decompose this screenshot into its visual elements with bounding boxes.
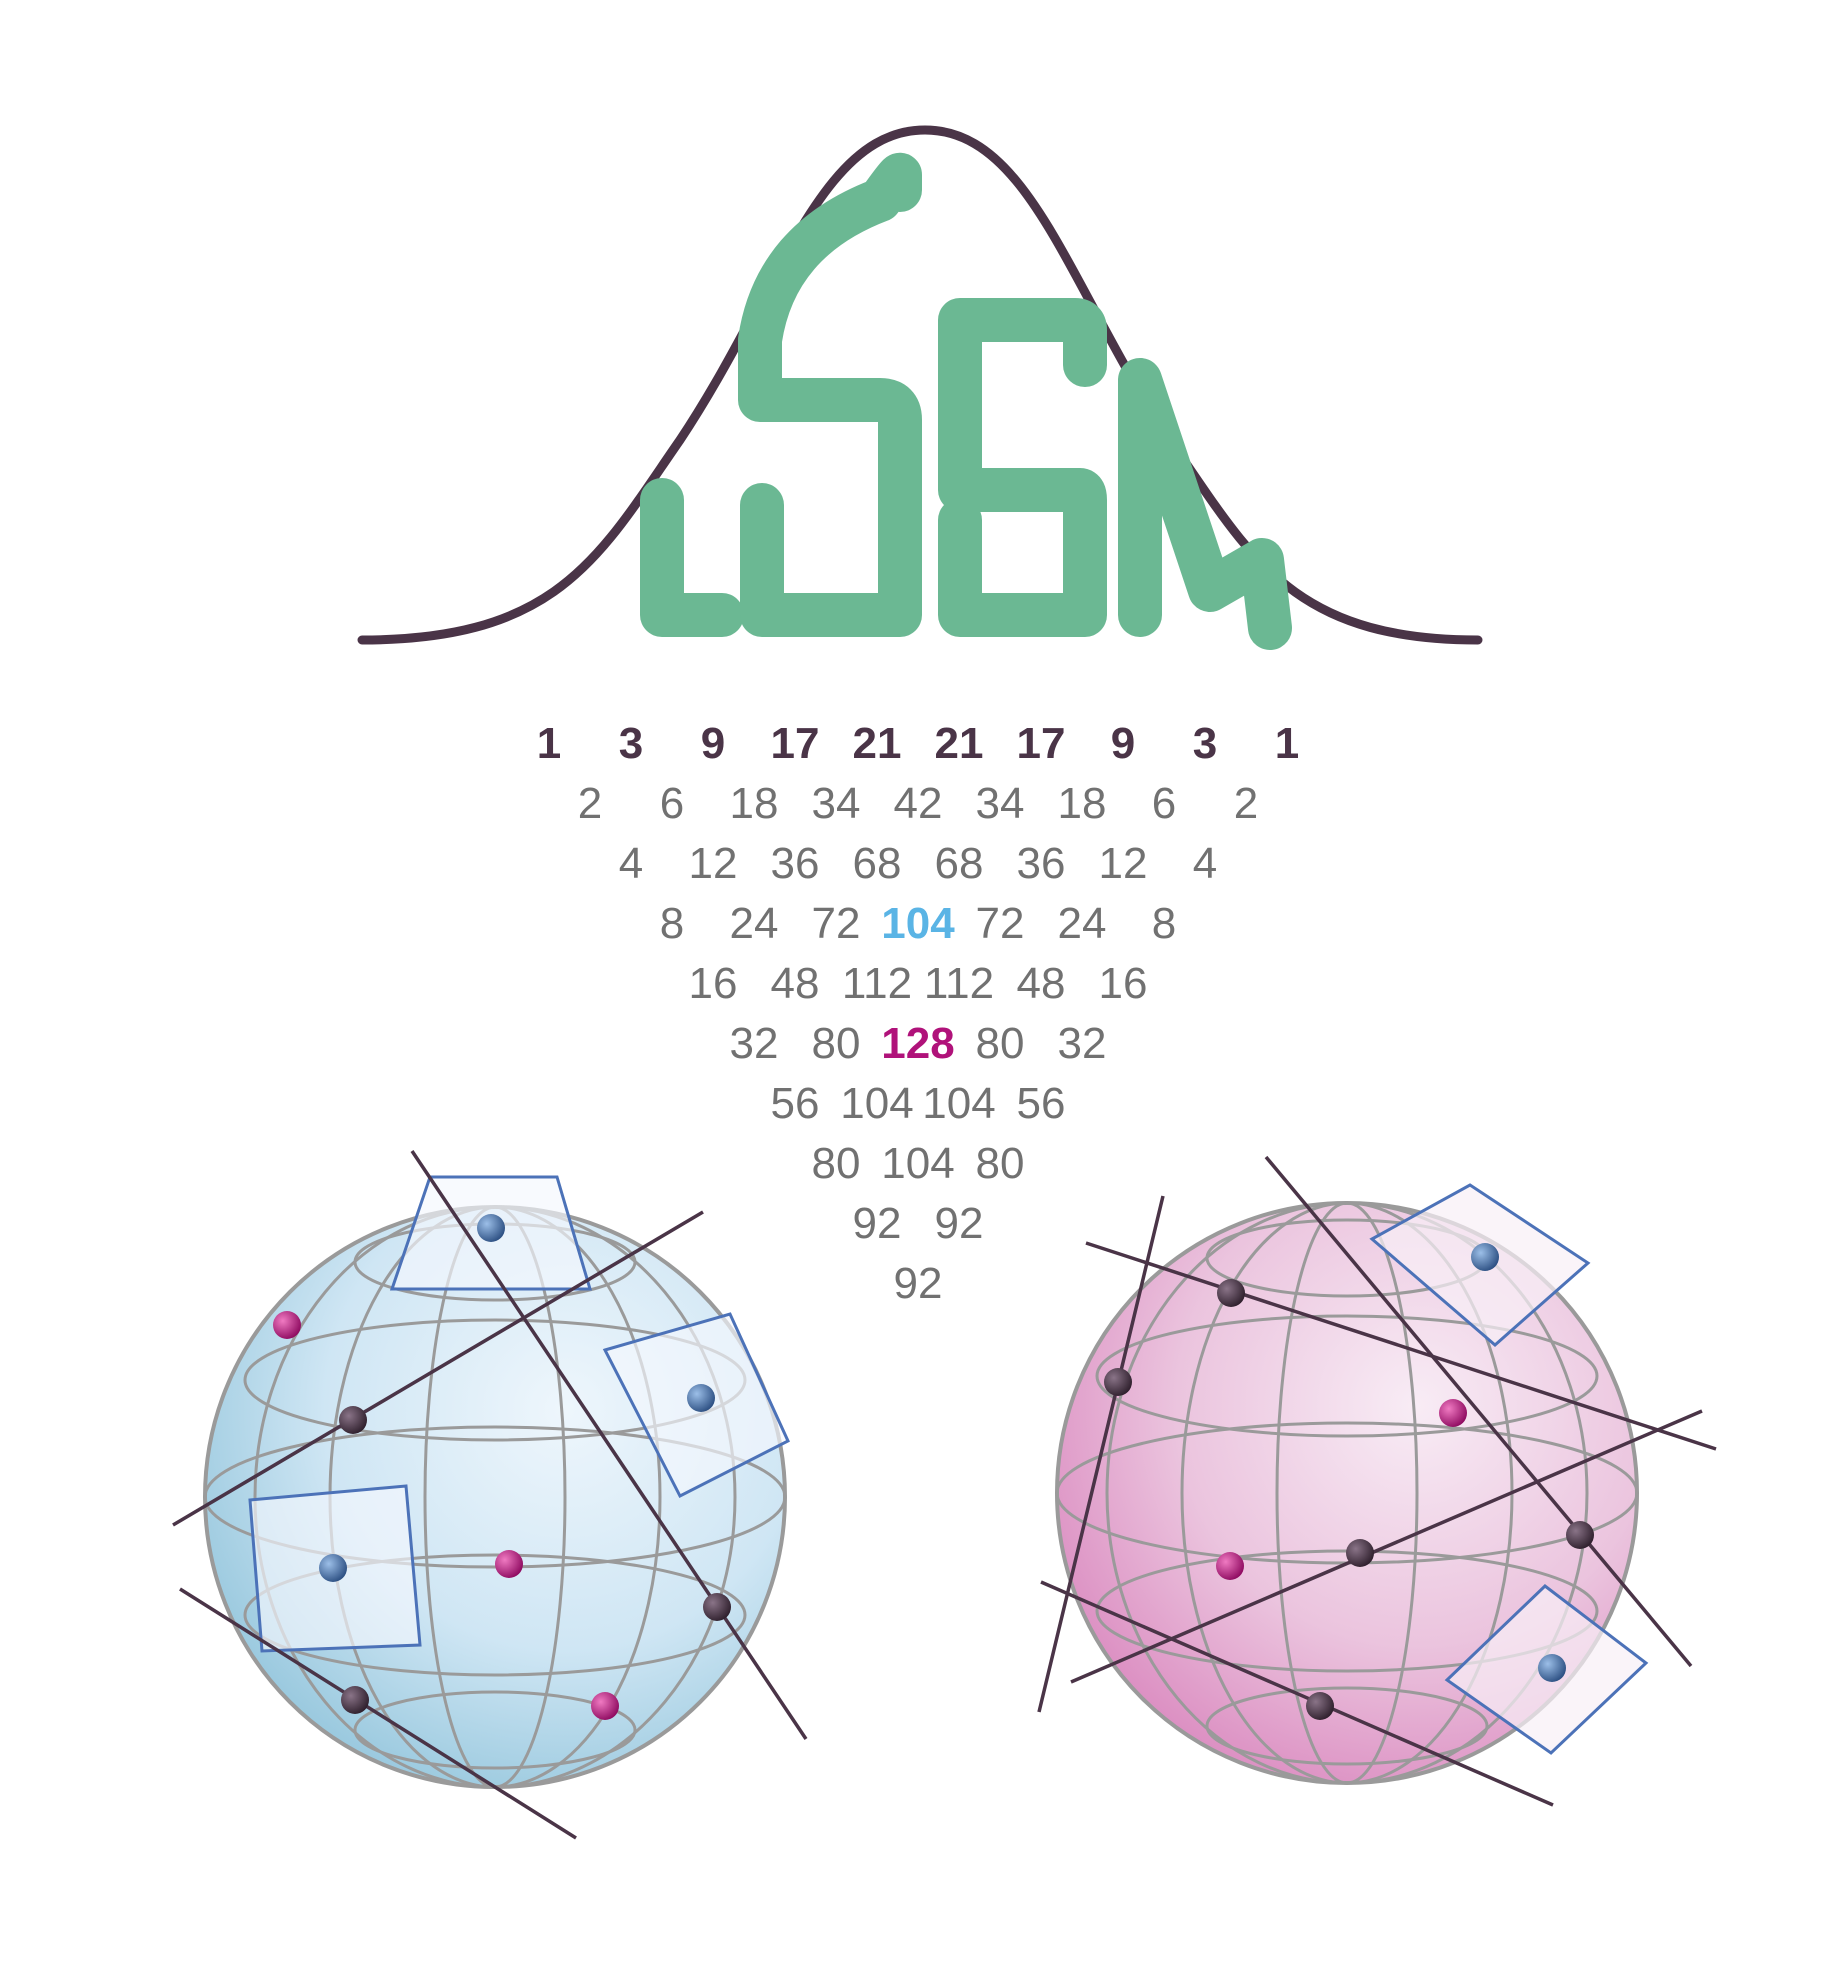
triangle-number: 24 (729, 899, 779, 948)
logo-letters (640, 152, 1292, 650)
triangle-row: 80 104 80 (0, 1136, 1837, 1196)
triangle-number: 80 (975, 1019, 1025, 1068)
triangle-number: 104 (922, 1079, 996, 1128)
triangle-number: 2 (577, 779, 603, 828)
letter-l (640, 478, 744, 637)
triangle-row: 8 24 72 104 72 24 8 (0, 896, 1837, 956)
triangle-number: 36 (770, 839, 820, 888)
bell-curve (357, 125, 1483, 645)
triangle-number: 48 (1016, 959, 1066, 1008)
triangle-number: 80 (975, 1139, 1025, 1188)
triangle-number: 4 (618, 839, 644, 888)
triangle-number: 104 (881, 1139, 955, 1188)
triangle-number: 12 (1098, 839, 1148, 888)
triangle-number: 42 (893, 779, 943, 828)
triangle-number: 104 (840, 1079, 914, 1128)
triangle-number: 92 (934, 1199, 984, 1248)
triangle-row: 16 48 112 112 48 16 (0, 956, 1837, 1016)
pink-sphere (1037, 1155, 1717, 1807)
triangle-number: 56 (1016, 1079, 1066, 1128)
triangle-number: 6 (1151, 779, 1177, 828)
triangle-number: 16 (688, 959, 738, 1008)
triangle-number: 2 (1233, 779, 1259, 828)
triangle-row: 32 80 128 80 32 (0, 1016, 1837, 1076)
triangle-number: 18 (1057, 779, 1107, 828)
pink-sphere-points (1104, 1243, 1594, 1720)
pink-sphere-grid (1055, 1201, 1639, 1785)
triangle-row: 4 12 36 68 68 36 12 4 (0, 836, 1837, 896)
triangle-number: 8 (1151, 899, 1177, 948)
triangle-number: 21 (934, 719, 984, 768)
letter-s-2 (938, 298, 1107, 637)
triangle-number: 9 (700, 719, 726, 768)
triangle-row: 92 92 (0, 1196, 1837, 1256)
triangle-number: 4 (1192, 839, 1218, 888)
triangle-row: 92 (0, 1256, 1837, 1316)
triangle-number: 112 (841, 959, 913, 1008)
triangle-number: 92 (893, 1259, 943, 1308)
number-triangle: 1 3 9 17 21 21 17 9 3 1 2 6 18 34 42 34 18 6 2 4 12 36 68 68 36 1… (0, 716, 1837, 1316)
triangle-number: 48 (770, 959, 820, 1008)
triangle-number: 68 (934, 839, 984, 888)
triangle-number: 34 (975, 779, 1025, 828)
triangle-row: 56 104 104 56 (0, 1076, 1837, 1136)
triangle-number: 8 (659, 899, 685, 948)
triangle-number: 24 (1057, 899, 1107, 948)
triangle-number: 18 (729, 779, 779, 828)
triangle-number: 112 (923, 959, 995, 1008)
triangle-number: 21 (852, 719, 902, 768)
triangle-number: 80 (811, 1139, 861, 1188)
triangle-number: 17 (770, 719, 820, 768)
pink-sphere-lines (1037, 1155, 1717, 1807)
triangle-number: 92 (852, 1199, 902, 1248)
triangle-number: 17 (1016, 719, 1066, 768)
triangle-number: 68 (852, 839, 902, 888)
triangle-number: 32 (729, 1019, 779, 1068)
triangle-number: 1 (536, 719, 562, 768)
triangle-number: 80 (811, 1019, 861, 1068)
triangle-number: 72 (975, 899, 1025, 948)
triangle-number: 9 (1110, 719, 1136, 768)
blue-sphere-lines (172, 1150, 808, 1840)
triangle-row: 2 6 18 34 42 34 18 6 2 (0, 776, 1837, 836)
letter-s-1 (738, 152, 922, 637)
lssm-logo (357, 125, 1483, 650)
triangle-number: 12 (688, 839, 738, 888)
triangle-number: 6 (659, 779, 685, 828)
triangle-number: 3 (618, 719, 644, 768)
triangle-number: 3 (1192, 719, 1218, 768)
triangle-number: 32 (1057, 1019, 1107, 1068)
triangle-number: 56 (770, 1079, 820, 1128)
triangle-number: 104 (881, 899, 955, 948)
letter-m (1118, 358, 1292, 650)
blue-sphere-points (273, 1214, 731, 1720)
triangle-number: 128 (881, 1019, 955, 1068)
triangle-number: 34 (811, 779, 861, 828)
triangle-number: 16 (1098, 959, 1148, 1008)
blue-sphere (172, 1150, 808, 1840)
triangle-number: 72 (811, 899, 861, 948)
triangle-number: 1 (1274, 719, 1300, 768)
triangle-row: 1 3 9 17 21 21 17 9 3 1 (0, 716, 1837, 776)
triangle-number: 36 (1016, 839, 1066, 888)
